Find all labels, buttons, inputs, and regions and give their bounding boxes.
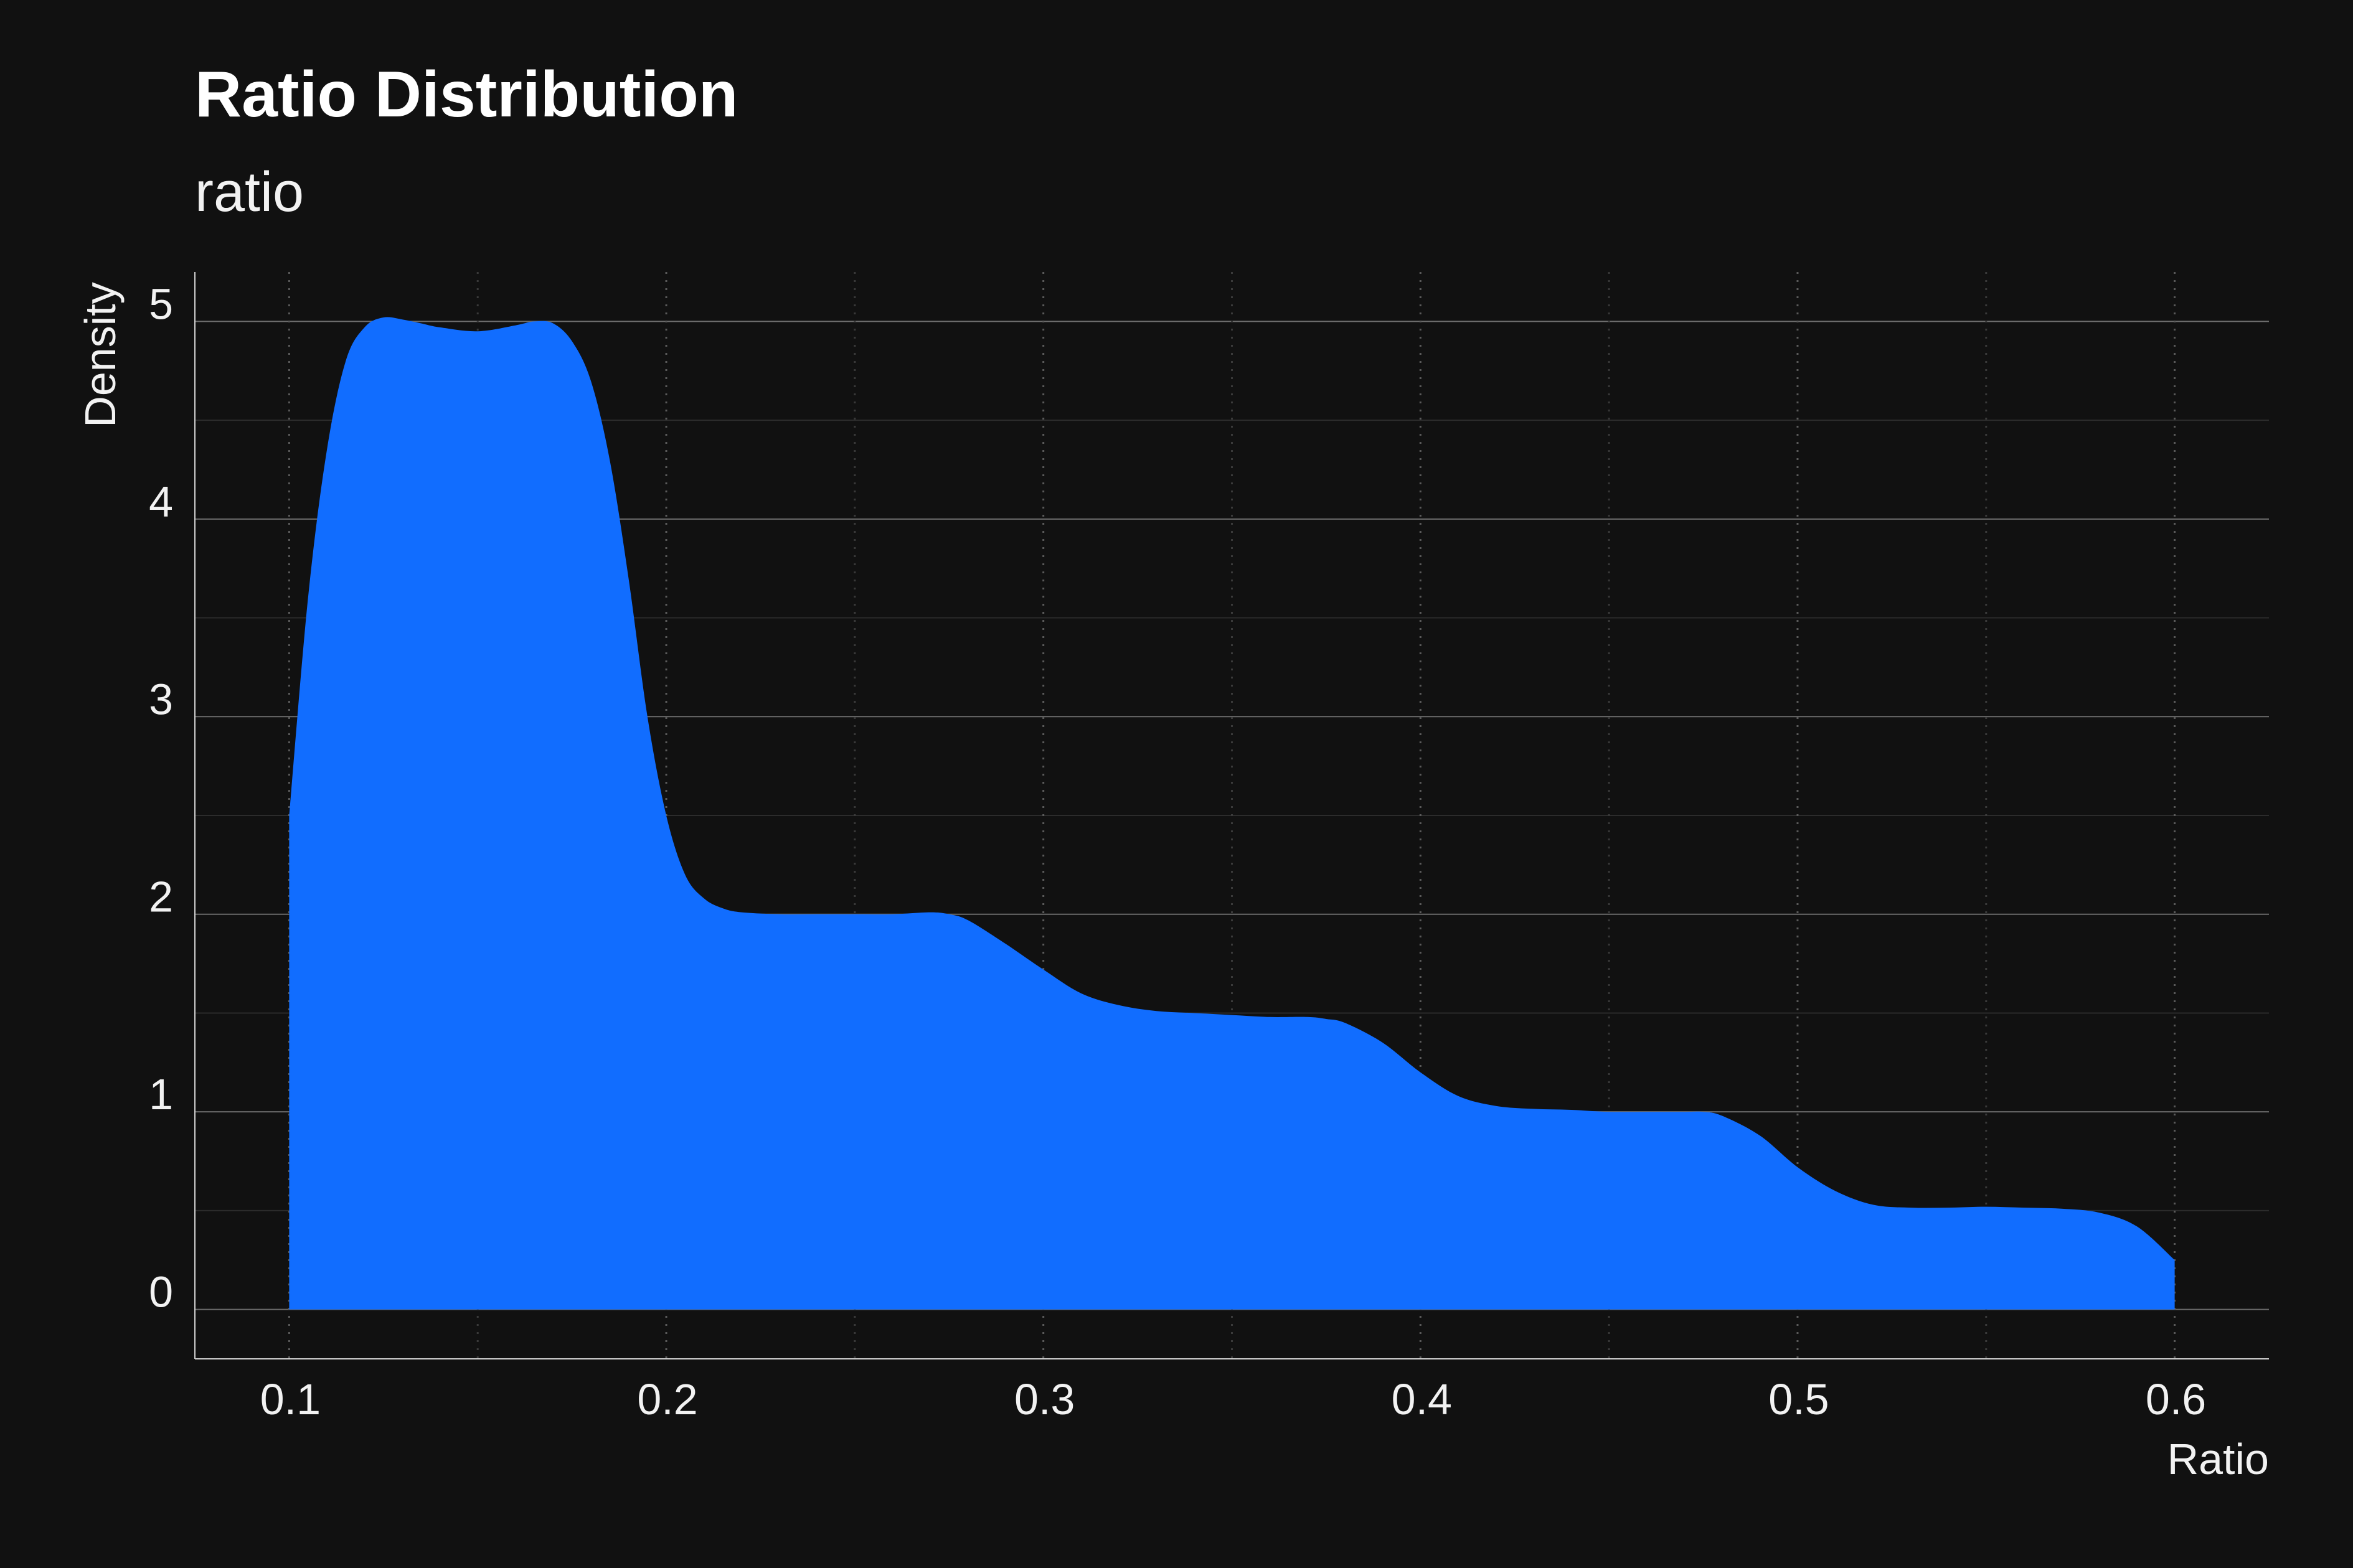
chart-subtitle: ratio — [195, 161, 304, 223]
y-tick-label: 4 — [149, 477, 173, 526]
x-tick-label: 0.1 — [260, 1375, 321, 1424]
label-layer: 0.1 0.2 0.3 0.4 0.5 0.6 0 1 2 3 4 5 — [149, 279, 2206, 1424]
chart-title: Ratio Distribution — [195, 59, 738, 131]
y-tick-label: 0 — [149, 1268, 173, 1317]
x-tick-label: 0.6 — [2146, 1375, 2206, 1424]
x-tick-label: 0.3 — [1014, 1375, 1075, 1424]
y-axis-label: Density — [76, 282, 125, 427]
x-tick-label: 0.4 — [1392, 1375, 1452, 1424]
y-tick-label: 1 — [149, 1070, 173, 1119]
x-tick-label: 0.2 — [637, 1375, 697, 1424]
density-area — [289, 317, 2175, 1310]
x-tick-label: 0.5 — [1768, 1375, 1829, 1424]
y-tick-label: 5 — [149, 279, 173, 328]
axis-layer — [194, 272, 2269, 1359]
x-axis-label: Ratio — [2167, 1435, 2269, 1483]
y-tick-label: 2 — [149, 873, 173, 921]
y-tick-label: 3 — [149, 675, 173, 723]
area-layer — [289, 317, 2175, 1310]
